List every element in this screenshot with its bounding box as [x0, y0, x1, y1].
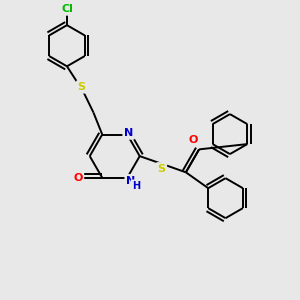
Text: N: N	[126, 176, 135, 186]
Text: H: H	[132, 181, 140, 191]
Text: S: S	[78, 82, 86, 92]
Text: Cl: Cl	[61, 4, 73, 14]
Text: O: O	[188, 135, 198, 145]
Text: S: S	[158, 164, 166, 174]
Text: N: N	[124, 128, 133, 138]
Text: O: O	[73, 173, 83, 183]
